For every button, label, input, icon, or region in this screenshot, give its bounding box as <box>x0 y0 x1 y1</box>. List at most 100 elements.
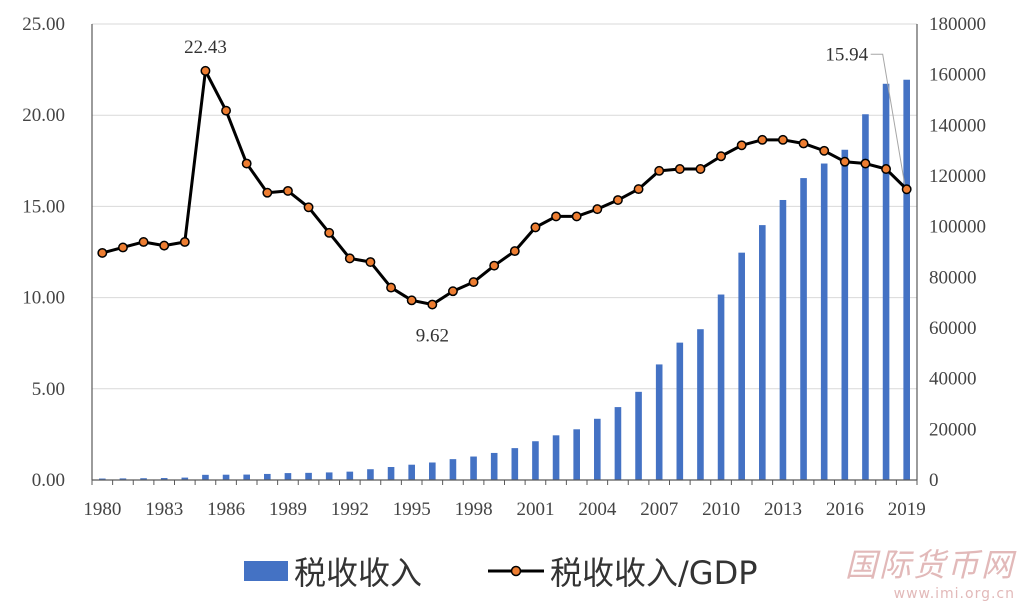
bar-1985 <box>202 474 209 480</box>
bar-2001 <box>532 441 539 480</box>
annotation-leader <box>870 53 906 185</box>
bar-1987 <box>243 474 250 480</box>
bar-1996 <box>429 462 436 480</box>
bar-2007 <box>655 364 663 480</box>
bar-1981 <box>119 478 127 480</box>
line-point-2014 <box>798 138 809 149</box>
y-right-tick-label: 60000 <box>929 318 977 339</box>
annotation-label: 15.94 <box>825 44 868 65</box>
x-tick-label: 2001 <box>516 499 554 520</box>
y-right-tick-label: 160000 <box>929 65 986 86</box>
y-right-tick-label: 80000 <box>929 267 977 288</box>
bar-1998 <box>470 456 477 480</box>
line-point-1995 <box>406 295 417 306</box>
x-tick-label: 2010 <box>702 499 740 520</box>
y-right-tick-label: 120000 <box>929 166 986 187</box>
bar-1983 <box>160 478 168 480</box>
legend-line-swatch <box>488 565 544 577</box>
line-path <box>101 69 908 307</box>
line-point-2008 <box>674 164 685 174</box>
bar-1997 <box>449 459 457 480</box>
y-left-tick-label: 15.00 <box>22 196 65 217</box>
bar-1980 <box>99 478 106 480</box>
annotation-label: 9.62 <box>416 326 449 347</box>
line-point-2000 <box>509 246 520 257</box>
bar-2015 <box>820 163 828 480</box>
bar-1994 <box>387 467 395 480</box>
line-point-2013 <box>777 134 788 145</box>
bar-1982 <box>140 478 147 480</box>
line-point-1981 <box>117 242 128 253</box>
bar-2010 <box>717 294 725 480</box>
line-point-1991 <box>324 227 335 238</box>
line-point-1994 <box>386 282 397 293</box>
bar-1995 <box>408 464 415 480</box>
line-point-1982 <box>138 237 149 247</box>
bar-2004 <box>594 418 601 480</box>
line-point-2018 <box>881 164 892 174</box>
line-point-2016 <box>839 156 850 167</box>
legend-bar-swatch <box>244 561 288 581</box>
bar-1991 <box>325 472 333 480</box>
bar-1988 <box>264 473 271 480</box>
y-left-tick-label: 5.00 <box>32 379 65 400</box>
bar-2012 <box>759 225 766 480</box>
annotations: 22.43 9.62 15.94 <box>184 37 906 347</box>
line-point-2007 <box>654 165 665 176</box>
line-point-2009 <box>695 164 706 174</box>
line-point-1983 <box>159 240 170 251</box>
line-point-2002 <box>551 211 562 222</box>
x-tick-label: 2004 <box>578 499 617 520</box>
watermark: 国际货币网 www.imi.org.cn <box>845 540 1015 602</box>
y-left-tick-label: 20.00 <box>22 105 65 126</box>
y-left-tick-label: 10.00 <box>22 288 65 309</box>
line-point-1997 <box>447 286 458 297</box>
bar-2013 <box>779 199 787 480</box>
line-point-2003 <box>571 211 582 222</box>
y-right-tick-label: 20000 <box>929 419 977 440</box>
bar-2008 <box>676 342 684 480</box>
watermark-url: www.imi.org.cn <box>893 586 1015 602</box>
legend-item-bar[interactable]: 税收收入 <box>244 548 422 594</box>
bar-2017 <box>862 114 869 480</box>
x-tick-label: 1998 <box>455 499 493 520</box>
line-point-1984 <box>179 237 190 247</box>
x-tick-label: 1983 <box>145 499 183 520</box>
y-right-tick-label: 40000 <box>929 369 977 390</box>
line-series <box>97 65 912 310</box>
x-tick-label: 2013 <box>764 499 802 520</box>
line-point-2001 <box>530 222 541 233</box>
bar-2000 <box>511 448 519 480</box>
y-left-tick-label: 25.00 <box>22 14 65 35</box>
x-tick-label: 1992 <box>331 499 369 520</box>
line-point-2005 <box>612 195 623 205</box>
line-point-1996 <box>427 299 438 310</box>
x-tick-label: 1989 <box>269 499 307 520</box>
y-right-tick-label: 140000 <box>929 115 986 136</box>
bar-2011 <box>738 252 745 480</box>
line-point-1985 <box>200 65 211 76</box>
legend-line-label: 税收收入/GDP <box>550 554 758 592</box>
x-tick-label: 2019 <box>888 499 926 520</box>
line-point-1992 <box>344 253 355 264</box>
bar-1999 <box>490 452 498 480</box>
line-point-2015 <box>819 145 830 156</box>
legend: 税收收入 税收收入/GDP <box>0 548 1029 598</box>
line-point-2019 <box>901 184 912 195</box>
chart-svg: 0.00 5.00 10.00 15.00 20.00 25.00 0 20000 40000 6… <box>22 14 986 520</box>
line-point-2004 <box>592 204 603 215</box>
line-point-1998 <box>468 277 479 288</box>
bar-2003 <box>573 429 580 480</box>
legend-item-line[interactable]: 税收收入/GDP <box>488 548 758 594</box>
watermark-title: 国际货币网 <box>844 546 1015 584</box>
bar-1992 <box>346 471 354 480</box>
line-point-1988 <box>262 187 273 198</box>
gridlines <box>92 23 917 390</box>
bar-2002 <box>552 435 560 480</box>
bar-2009 <box>697 329 704 480</box>
axes: 0.00 5.00 10.00 15.00 20.00 25.00 0 20000 40000 6… <box>22 14 986 520</box>
line-point-1986 <box>221 105 232 116</box>
y-right-tick-label: 180000 <box>929 14 986 35</box>
annotation-label: 22.43 <box>184 37 227 58</box>
bar-2016 <box>841 149 849 480</box>
